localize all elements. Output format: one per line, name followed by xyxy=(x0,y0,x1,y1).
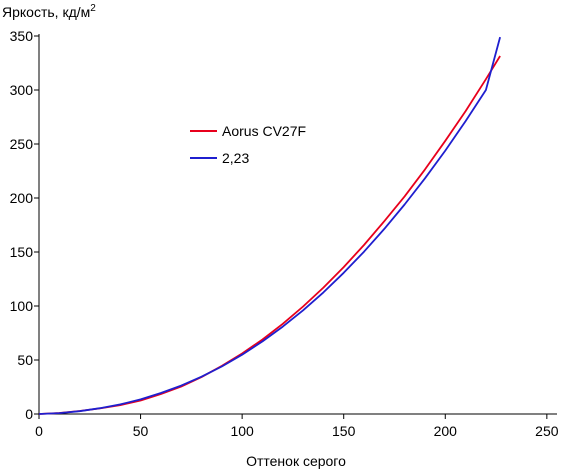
x-tick-label: 150 xyxy=(332,423,356,439)
y-tick-label: 100 xyxy=(10,298,34,314)
chart-ticks: 0 50 100 150 200 250 0 50 100 150 200 250 300 350 xyxy=(10,28,559,439)
y-tick-label: 50 xyxy=(17,352,33,368)
x-tick-label: 200 xyxy=(434,423,458,439)
chart-axes xyxy=(38,34,557,415)
x-tick-label: 0 xyxy=(35,423,43,439)
y-tick-label: 250 xyxy=(10,136,34,152)
legend-label-gamma: 2,23 xyxy=(222,150,249,166)
y-axis-title-sup: 2 xyxy=(90,3,96,14)
y-axis-title-text: Яркость, кд/м xyxy=(2,4,90,20)
legend-label-aorus: Aorus CV27F xyxy=(222,123,306,139)
x-tick-label: 250 xyxy=(535,423,559,439)
series-line-gamma xyxy=(38,36,501,415)
y-tick-label: 200 xyxy=(10,190,34,206)
chart-series xyxy=(38,36,501,415)
y-tick-label: 150 xyxy=(10,244,34,260)
y-tick-label: 350 xyxy=(10,28,34,44)
y-tick-label: 300 xyxy=(10,82,34,98)
legend: Aorus CV27F 2,23 xyxy=(190,123,306,166)
y-axis-title: Яркость, кд/м2 xyxy=(2,3,96,20)
x-tick-label: 100 xyxy=(230,423,254,439)
series-line-aorus xyxy=(38,55,501,415)
y-tick-label: 0 xyxy=(25,406,33,422)
x-axis-title: Оттенок серого xyxy=(246,453,346,469)
x-tick-label: 50 xyxy=(133,423,149,439)
